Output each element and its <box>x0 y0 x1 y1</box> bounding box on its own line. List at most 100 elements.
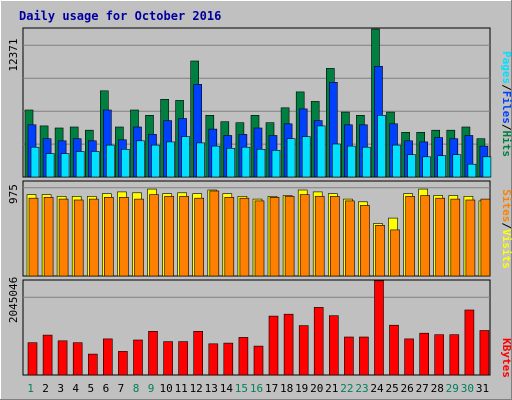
visits-panel: 975 Sites/Visits <box>7 180 512 277</box>
hits-legend: Pages/Files/Hits <box>500 51 512 157</box>
pages-bar-day-17 <box>271 150 281 178</box>
visits-legend: Sites/Visits <box>500 189 512 269</box>
bar <box>464 309 475 376</box>
x-tick-label-day-25: 25 <box>385 382 398 395</box>
bar <box>345 200 355 277</box>
pages-bar-day-19 <box>301 136 311 178</box>
x-tick-label-day-18: 18 <box>280 382 293 395</box>
x-tick-label-day-8: 8 <box>133 382 140 395</box>
bar <box>148 330 158 376</box>
hits-panel-bars <box>24 28 492 178</box>
bar <box>134 198 144 277</box>
bar <box>27 342 38 376</box>
kbytes-y-tick-label: 2045046 <box>7 277 20 323</box>
pages-bar-day-23 <box>362 146 371 178</box>
bar <box>298 325 309 376</box>
bar <box>149 194 159 277</box>
legend-pages: Pages <box>500 51 512 84</box>
pages-bar-day-4 <box>75 151 85 178</box>
bar <box>103 338 113 376</box>
bar <box>360 205 370 277</box>
pages-bar-day-2 <box>45 153 55 178</box>
bar <box>223 342 234 376</box>
bar <box>390 229 400 277</box>
legend-hits: Hits <box>500 131 512 158</box>
pages-bar-day-5 <box>91 151 100 178</box>
pages-bar-day-30 <box>467 163 477 178</box>
x-tick-label-day-20: 20 <box>310 382 323 395</box>
bar <box>193 330 203 376</box>
bar <box>313 307 324 376</box>
visits-panel-bars <box>26 188 491 277</box>
bar <box>329 196 340 277</box>
pages-bar-day-8 <box>136 140 145 178</box>
bar <box>224 197 235 277</box>
x-tick-label-day-28: 28 <box>431 382 444 395</box>
bar <box>57 340 68 376</box>
x-tick-label-day-23: 23 <box>355 382 368 395</box>
bar <box>73 199 84 277</box>
pages-bar-day-9 <box>151 144 160 178</box>
kbytes-panel: 2045046 KBytes <box>7 277 512 378</box>
bar <box>89 198 99 277</box>
x-tick-label-day-22: 22 <box>340 382 353 395</box>
legend-sep-2: / <box>500 124 512 131</box>
bar <box>284 196 295 277</box>
x-tick-label-day-19: 19 <box>295 382 308 395</box>
pages-bar-day-11 <box>181 136 190 178</box>
pages-bar-day-24 <box>377 115 386 178</box>
x-tick-label-day-29: 29 <box>446 382 459 395</box>
pages-bar-day-27 <box>422 156 432 178</box>
pages-bar-day-16 <box>256 149 266 178</box>
x-tick-label-day-7: 7 <box>118 382 125 395</box>
legend-kbytes: KBytes <box>500 338 512 378</box>
bar <box>269 197 280 277</box>
pages-bar-day-22 <box>347 145 356 178</box>
x-tick-label-day-27: 27 <box>416 382 429 395</box>
legend-sites: Sites <box>500 189 512 222</box>
bar <box>253 345 264 376</box>
x-tick-label-day-9: 9 <box>148 382 155 395</box>
x-tick-label-day-13: 13 <box>205 382 218 395</box>
pages-bar-day-1 <box>30 146 40 178</box>
pages-bar-day-25 <box>392 144 401 178</box>
visits-legend-text: Sites/Visits <box>500 189 512 269</box>
bar <box>283 313 294 376</box>
bar <box>419 332 430 376</box>
pages-bar-day-20 <box>316 125 326 178</box>
bar <box>118 351 128 376</box>
pages-bar-day-10 <box>166 141 175 178</box>
bar <box>268 315 279 376</box>
x-tick-label-day-3: 3 <box>57 382 64 395</box>
legend-sep-3: / <box>500 222 512 229</box>
x-tick-label-day-5: 5 <box>87 382 94 395</box>
x-tick-label-day-14: 14 <box>220 382 234 395</box>
bar <box>404 338 414 376</box>
x-tick-label-day-4: 4 <box>72 382 79 395</box>
bar <box>163 341 173 376</box>
bar <box>194 197 204 277</box>
kbytes-panel-bars <box>27 280 490 376</box>
bar <box>420 195 431 277</box>
pages-bar-day-29 <box>452 154 462 178</box>
pages-bar-day-31 <box>482 156 492 178</box>
bar <box>178 341 188 376</box>
kbytes-legend: KBytes <box>500 338 512 378</box>
bar <box>104 197 114 277</box>
x-tick-label-day-11: 11 <box>175 382 188 395</box>
bar <box>299 194 310 277</box>
x-axis-labels: 1 2 3 4 5 6 7 8 9 10 11 12 13 14 15 16 17 18 19 20 21 22 23 24 2… <box>27 382 489 395</box>
bar <box>239 197 250 277</box>
bar <box>344 336 354 376</box>
pages-bar-day-12 <box>196 142 205 178</box>
x-tick-label-day-21: 21 <box>325 382 338 395</box>
pages-bar-day-26 <box>407 154 416 178</box>
pages-bar-day-21 <box>331 143 341 178</box>
bar <box>374 280 384 376</box>
hits-y-tick-label: 12371 <box>7 38 20 71</box>
x-tick-label-day-1: 1 <box>27 382 34 395</box>
x-tick-label-day-24: 24 <box>370 382 384 395</box>
legend-files: Files <box>500 91 512 124</box>
x-tick-label-day-12: 12 <box>190 382 203 395</box>
